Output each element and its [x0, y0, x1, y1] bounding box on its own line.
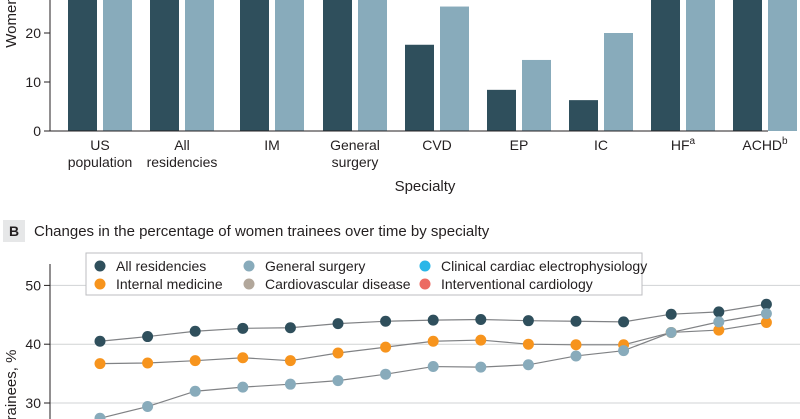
point-general-surgery: [189, 385, 201, 397]
bar-achd-series-1: [733, 0, 762, 131]
bar-ep-series-1: [487, 89, 516, 131]
point-all-residencies: [380, 315, 392, 327]
point-all-residencies: [142, 331, 154, 343]
point-all-residencies: [189, 325, 201, 337]
legend-marker: [243, 278, 255, 290]
point-internal-medicine: [284, 355, 296, 367]
point-internal-medicine: [760, 316, 772, 328]
category-label: HFa: [671, 136, 696, 153]
point-internal-medicine: [570, 339, 582, 351]
point-all-residencies: [665, 308, 677, 320]
point-all-residencies: [713, 306, 725, 318]
legend-marker: [419, 260, 431, 272]
panel-a-x-axis-title: Specialty: [395, 178, 456, 195]
point-all-residencies: [475, 314, 487, 326]
point-internal-medicine: [427, 335, 439, 347]
point-internal-medicine: [522, 338, 534, 350]
legend-marker: [419, 278, 431, 290]
point-internal-medicine: [237, 352, 249, 364]
point-all-residencies: [237, 322, 249, 334]
point-general-surgery: [237, 381, 249, 393]
bar-general-surgery-series-2: [358, 0, 387, 131]
point-all-residencies: [332, 318, 344, 330]
point-general-surgery: [332, 375, 344, 387]
point-general-surgery: [427, 361, 439, 373]
bar-ic-series-1: [569, 100, 598, 131]
bar-all-residencies-series-2: [185, 0, 214, 131]
point-all-residencies: [427, 314, 439, 326]
panel-b-y-tick-label: 30: [25, 395, 41, 411]
category-label: EP: [510, 137, 529, 153]
legend-marker: [243, 260, 255, 272]
point-general-surgery: [618, 345, 630, 357]
panel-a-y-tick-label: 0: [33, 123, 41, 139]
point-general-surgery: [475, 361, 487, 373]
point-internal-medicine: [189, 355, 201, 367]
panel-b-badge: B: [3, 220, 25, 242]
legend-label: Cardiovascular disease: [265, 276, 411, 292]
legend-label: Internal medicine: [116, 276, 223, 292]
bar-general-surgery-series-1: [323, 0, 352, 131]
point-general-surgery: [665, 326, 677, 338]
panel-b-y-tick-label: 40: [25, 336, 41, 352]
legend-marker: [94, 260, 106, 272]
point-internal-medicine: [332, 347, 344, 359]
category-label: IC: [594, 137, 608, 153]
point-general-surgery: [284, 378, 296, 390]
bar-ep-series-2: [522, 59, 551, 132]
category-label: ACHDb: [742, 136, 788, 153]
bar-hf-series-2: [686, 0, 715, 131]
bar-hf-series-1: [651, 0, 680, 131]
panel-b-line-chart: B Changes in the percentage of women tra…: [3, 220, 800, 419]
point-general-surgery: [142, 401, 154, 413]
bar-cvd-series-1: [405, 44, 434, 132]
bar-us-population-series-2: [103, 0, 132, 131]
point-all-residencies: [618, 316, 630, 328]
panel-b-title: Changes in the percentage of women train…: [34, 223, 490, 240]
category-label: US population: [68, 137, 133, 170]
point-all-residencies: [570, 315, 582, 327]
panel-b-y-axis-title: rainees, %: [3, 350, 20, 419]
point-internal-medicine: [380, 341, 392, 353]
bar-ic-series-2: [604, 33, 633, 131]
point-all-residencies: [760, 298, 772, 310]
bar-im-series-2: [275, 0, 304, 131]
bar-achd-series-2: [768, 0, 797, 131]
legend-label: All residencies: [116, 258, 206, 274]
point-internal-medicine: [142, 357, 154, 369]
legend-box: [85, 252, 643, 296]
point-general-surgery: [94, 412, 106, 419]
panel-b-legend: All residencies General surgery Clinical c…: [85, 252, 647, 296]
point-all-residencies: [94, 335, 106, 347]
category-label: General surgery: [330, 137, 380, 170]
point-general-surgery: [713, 316, 725, 328]
point-general-surgery: [760, 308, 772, 320]
point-internal-medicine: [475, 334, 487, 346]
bar-all-residencies-series-1: [150, 0, 179, 131]
point-internal-medicine: [713, 324, 725, 336]
legend-label: Interventional cardiology: [441, 276, 593, 292]
bar-im-series-1: [240, 0, 269, 131]
category-label: CVD: [422, 137, 452, 153]
point-general-surgery: [522, 359, 534, 371]
point-general-surgery: [570, 350, 582, 362]
bar-cvd-series-2: [440, 6, 469, 131]
bar-us-population-series-1: [68, 0, 97, 131]
panel-a-y-tick-label: 20: [25, 25, 41, 41]
panel-a-y-axis-title: Women: [3, 0, 20, 48]
legend-label: General surgery: [265, 258, 365, 274]
panel-a-bar-chart: 0 10 20 US population All residencies IM Genera…: [3, 0, 797, 195]
point-all-residencies: [522, 315, 534, 327]
legend-marker: [94, 278, 106, 290]
panel-a-y-tick-label: 10: [25, 74, 41, 90]
panel-b-badge-letter: B: [9, 223, 19, 239]
legend-label: Clinical cardiac electrophysiology: [441, 258, 647, 274]
point-internal-medicine: [94, 358, 106, 370]
panel-b-y-tick-label: 50: [25, 277, 41, 293]
point-all-residencies: [284, 322, 296, 334]
category-label: All residencies: [147, 137, 218, 170]
category-label: IM: [264, 137, 280, 153]
point-general-surgery: [380, 368, 392, 380]
